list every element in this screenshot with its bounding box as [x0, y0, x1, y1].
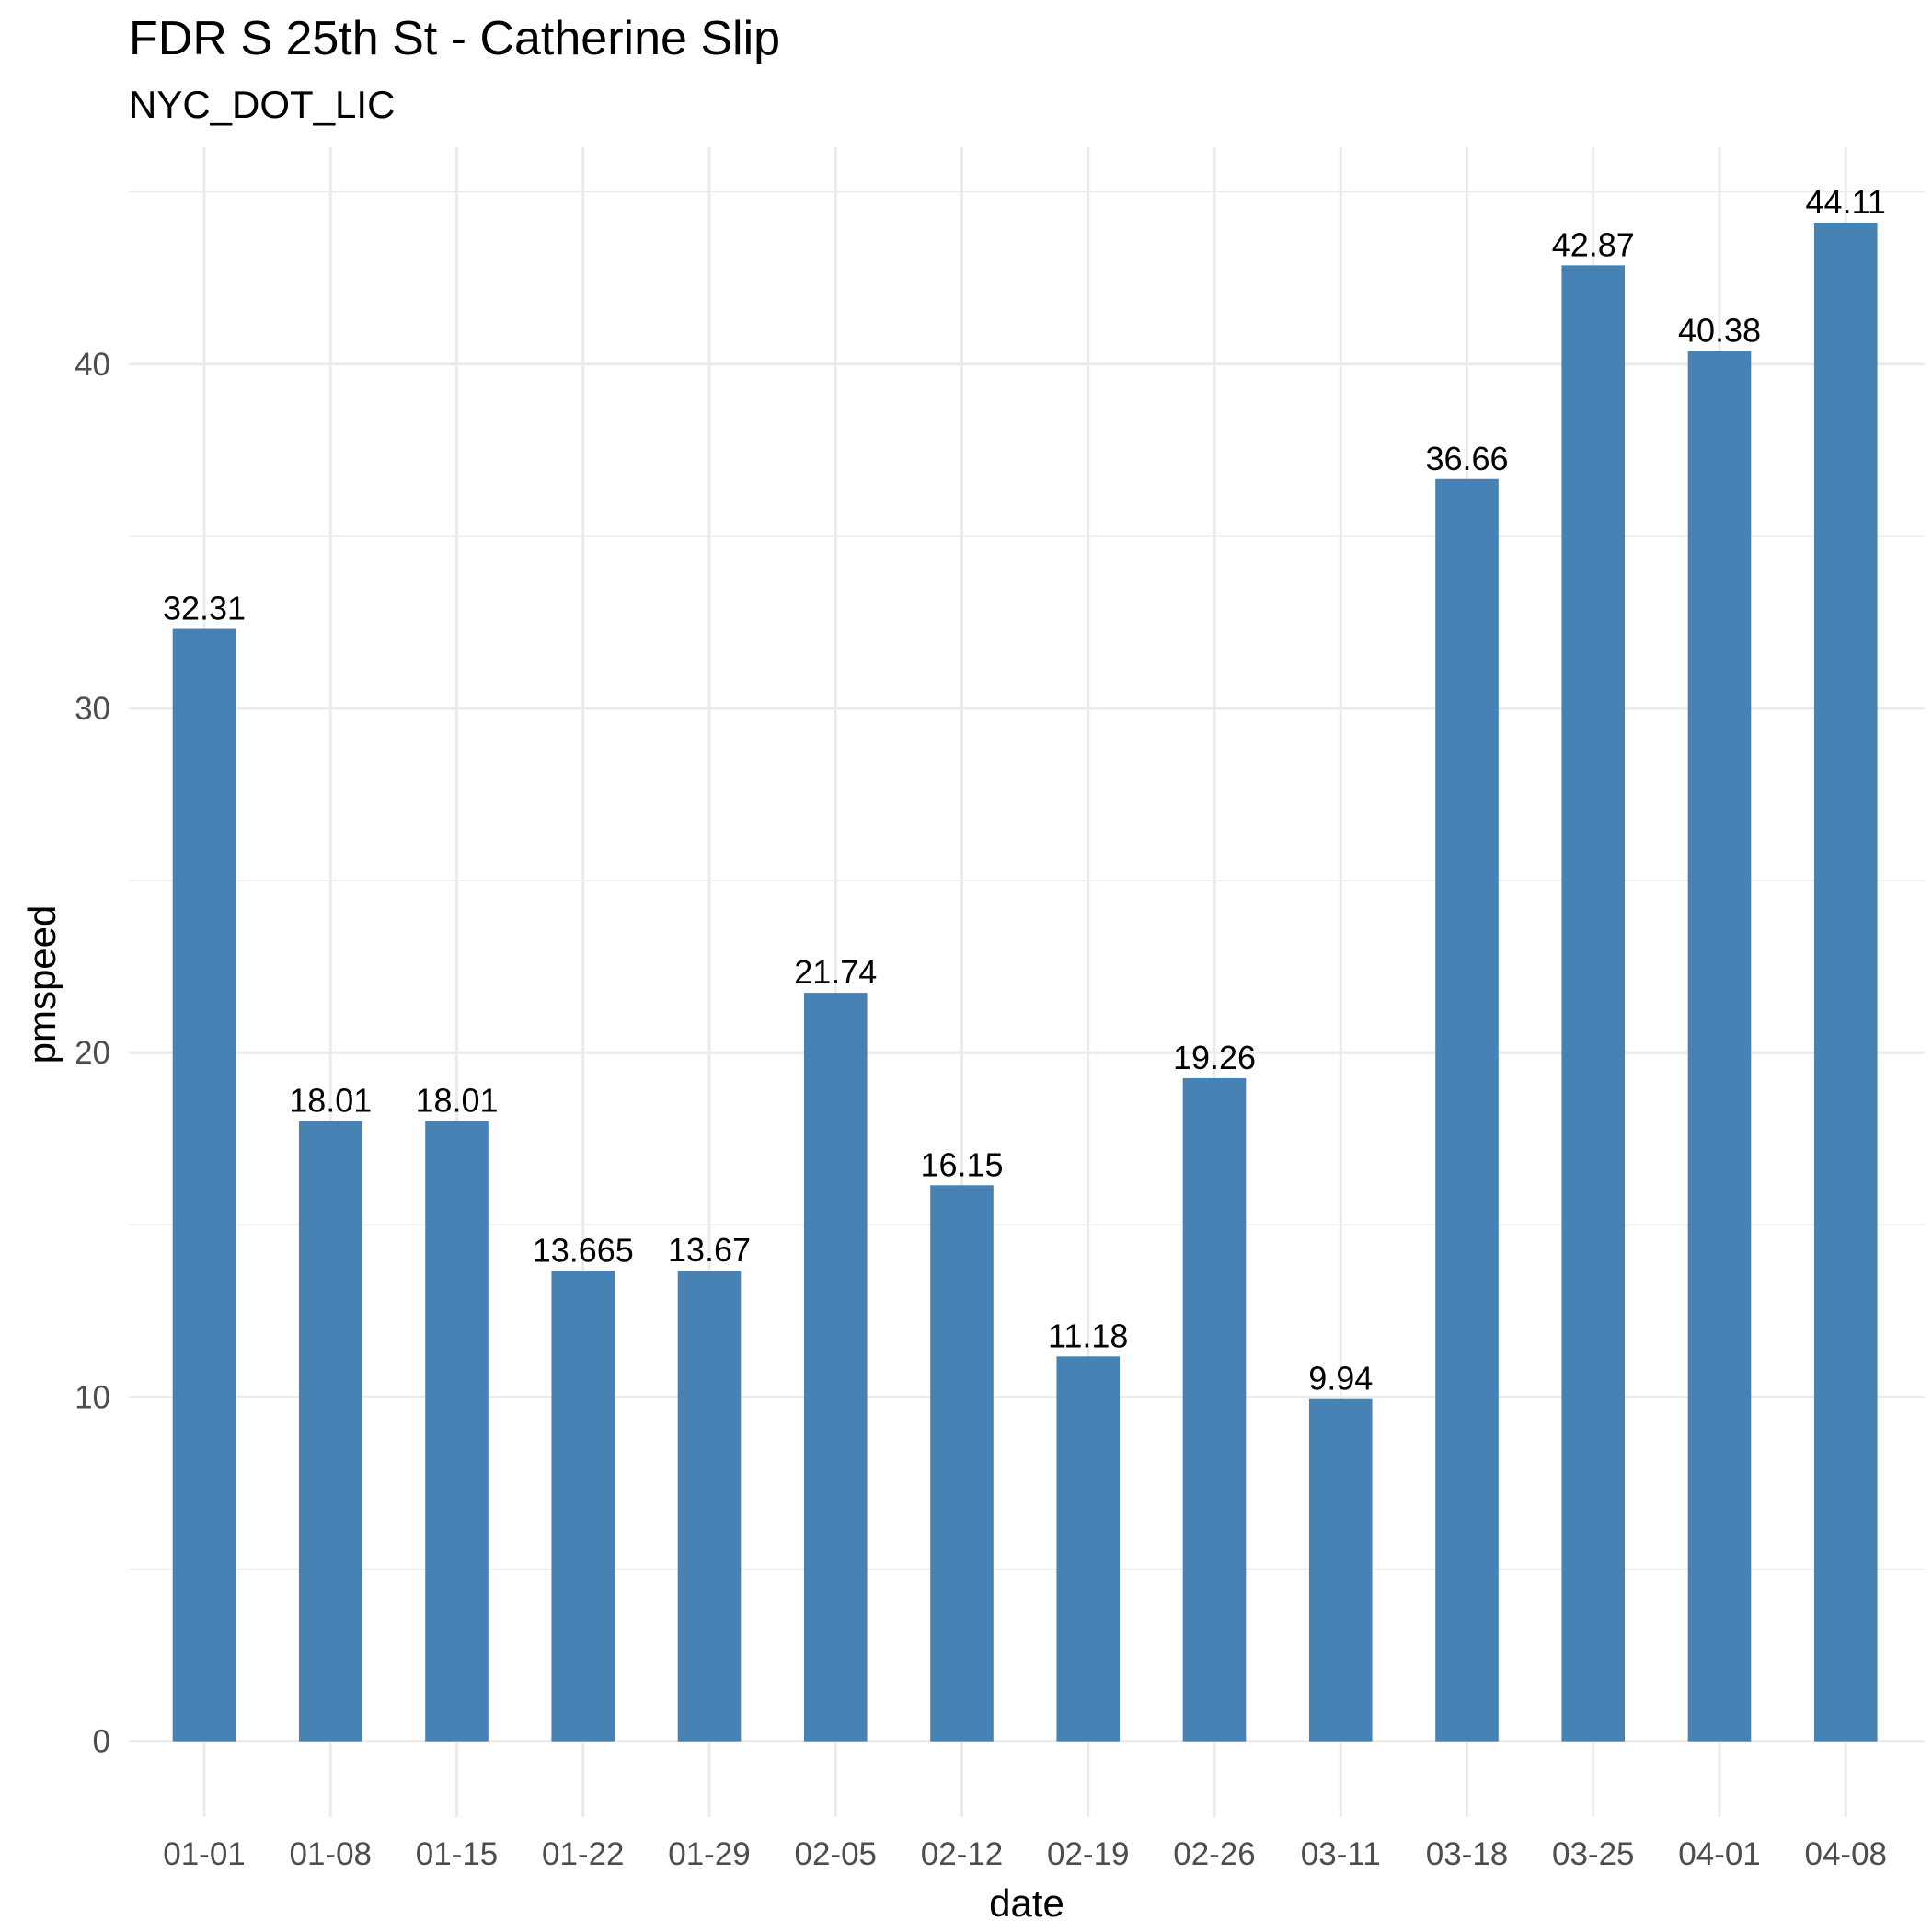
- y-tick-label: 20: [75, 1035, 110, 1071]
- bar: [1056, 1356, 1121, 1742]
- bar: [1813, 222, 1878, 1742]
- y-tick-label: 40: [75, 347, 110, 383]
- data-labels-layer: 32.31 18.01 18.01 13.665 13.67 21.74 16.15 11.1…: [163, 183, 1886, 1397]
- bar: [1435, 478, 1499, 1742]
- x-tick-label: 04-01: [1678, 1836, 1761, 1872]
- bar: [1182, 1077, 1247, 1742]
- data-label: 19.26: [1173, 1039, 1256, 1076]
- bar: [930, 1185, 994, 1742]
- x-tick-label: 01-22: [542, 1836, 625, 1872]
- x-tick-label: 02-26: [1173, 1836, 1256, 1872]
- y-tick-label: 10: [75, 1379, 110, 1415]
- x-tick-label: 03-18: [1426, 1836, 1509, 1872]
- data-label: 18.01: [289, 1082, 372, 1120]
- bar: [298, 1121, 362, 1742]
- chart-title: FDR S 25th St - Catherine Slip: [129, 12, 781, 65]
- bar: [172, 628, 236, 1742]
- bars-layer: [172, 222, 1878, 1742]
- bar: [551, 1271, 615, 1742]
- x-tick-label: 01-08: [289, 1836, 372, 1872]
- x-tick-label: 03-25: [1552, 1836, 1635, 1872]
- grid-layer: [129, 147, 1925, 1817]
- data-label: 11.18: [1048, 1317, 1128, 1354]
- data-label: 13.665: [533, 1231, 634, 1269]
- data-label: 9.94: [1308, 1360, 1373, 1397]
- bar: [1561, 265, 1626, 1742]
- x-tick-label: 01-15: [416, 1836, 499, 1872]
- data-label: 40.38: [1678, 312, 1761, 350]
- x-tick-label: 03-11: [1301, 1836, 1381, 1872]
- y-axis-ticks: 0 10 20 30 40: [75, 347, 110, 1760]
- chart-subtitle: NYC_DOT_LIC: [129, 83, 396, 126]
- data-label: 32.31: [163, 590, 246, 627]
- y-tick-label: 0: [93, 1724, 110, 1760]
- bar: [425, 1121, 489, 1742]
- x-axis-title: date: [989, 1881, 1064, 1925]
- data-label: 42.87: [1552, 225, 1635, 263]
- x-tick-label: 02-19: [1047, 1836, 1130, 1872]
- data-label: 21.74: [794, 953, 877, 991]
- x-tick-label: 02-05: [794, 1836, 877, 1872]
- data-label: 36.66: [1425, 440, 1508, 477]
- bar: [1308, 1398, 1373, 1742]
- x-tick-label: 01-29: [668, 1836, 751, 1872]
- data-label: 16.15: [920, 1145, 1003, 1183]
- data-label: 18.01: [415, 1082, 498, 1120]
- data-label: 13.67: [668, 1231, 751, 1269]
- bar: [1687, 351, 1752, 1742]
- x-tick-label: 02-12: [921, 1836, 1004, 1872]
- y-axis-title: pmspeed: [20, 905, 63, 1064]
- bar: [803, 993, 868, 1742]
- x-axis-ticks: 01-01 01-08 01-15 01-22 01-29 02-05 02-12 02-19…: [163, 1836, 1887, 1872]
- x-tick-label: 01-01: [163, 1836, 246, 1872]
- bar: [677, 1271, 742, 1742]
- data-label: 44.11: [1806, 183, 1886, 221]
- y-tick-label: 30: [75, 691, 110, 727]
- x-tick-label: 04-08: [1804, 1836, 1887, 1872]
